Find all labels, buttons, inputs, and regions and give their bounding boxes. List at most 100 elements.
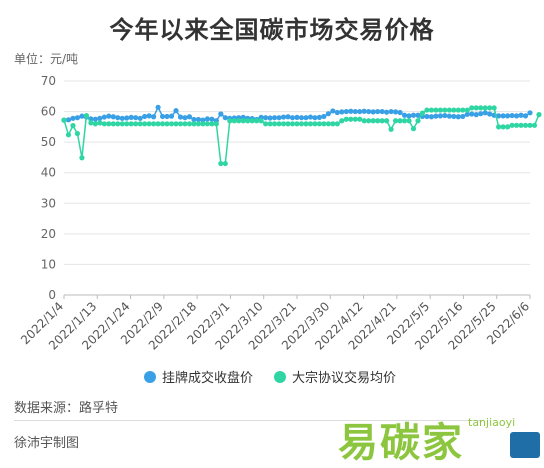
data-point	[204, 121, 210, 127]
data-point	[70, 115, 76, 121]
data-point	[321, 113, 327, 120]
data-point	[110, 121, 116, 127]
data-point	[128, 114, 134, 120]
data-point	[294, 121, 300, 127]
data-point	[388, 108, 394, 115]
data-point	[186, 121, 193, 127]
data-point	[74, 115, 81, 121]
data-point	[366, 108, 372, 115]
data-point	[339, 118, 345, 124]
data-point	[303, 115, 309, 121]
data-point	[280, 121, 287, 127]
data-point	[442, 107, 448, 113]
data-point	[464, 107, 470, 113]
data-point	[496, 113, 502, 119]
data-point	[213, 121, 219, 127]
data-point	[437, 113, 443, 119]
data-point	[428, 114, 435, 120]
data-point	[263, 121, 269, 127]
data-point	[469, 111, 475, 117]
data-point	[119, 121, 125, 127]
data-point	[397, 118, 403, 124]
data-point	[397, 109, 403, 116]
data-point	[222, 160, 228, 167]
y-tick-label: 20	[41, 227, 56, 241]
data-point	[249, 118, 255, 124]
data-point	[366, 118, 372, 124]
y-tick-label: 0	[48, 288, 56, 302]
data-point	[271, 121, 278, 127]
data-point	[531, 122, 538, 128]
data-point	[74, 130, 81, 137]
data-point	[536, 112, 542, 118]
data-point	[267, 115, 273, 121]
data-source-note: 数据来源：路孚特	[14, 401, 119, 416]
data-point	[263, 115, 269, 121]
data-point	[209, 116, 215, 122]
data-point	[352, 116, 358, 122]
watermark-badge-icon	[510, 432, 540, 458]
series-0	[61, 104, 533, 124]
data-point	[146, 121, 152, 127]
data-point	[518, 112, 524, 118]
data-point	[330, 121, 336, 127]
data-point	[209, 121, 215, 127]
data-point	[312, 115, 318, 121]
data-point	[343, 108, 349, 115]
line-chart: 0 10 20 30 40 50 60 70 2022/1/42022/1/132022/1/…	[18, 74, 542, 386]
divider	[14, 420, 484, 421]
y-tick-label: 70	[41, 74, 56, 88]
data-point	[451, 107, 457, 113]
data-point	[504, 113, 511, 119]
data-point	[424, 107, 430, 113]
data-point	[370, 118, 376, 124]
data-point	[115, 115, 121, 121]
data-point	[133, 121, 139, 127]
data-point	[137, 121, 143, 127]
data-point	[469, 105, 475, 111]
data-point	[406, 118, 412, 124]
data-point	[88, 120, 94, 126]
y-axis-unit-label: 单位：元/吨	[14, 52, 79, 66]
data-point	[312, 121, 318, 127]
data-point	[352, 108, 358, 115]
legend-marker	[274, 371, 286, 383]
data-point	[451, 113, 457, 120]
data-point	[415, 112, 421, 118]
data-point	[177, 114, 184, 120]
data-point	[482, 105, 488, 111]
data-point	[325, 121, 331, 127]
data-point	[168, 113, 175, 119]
data-point	[460, 113, 466, 120]
data-point	[61, 117, 67, 123]
data-point	[289, 115, 296, 121]
data-point	[298, 121, 305, 127]
data-point	[487, 111, 493, 117]
data-point	[65, 117, 72, 123]
data-point	[303, 121, 309, 127]
data-point	[316, 121, 323, 127]
data-point	[357, 108, 363, 115]
data-point	[375, 108, 381, 115]
data-point	[151, 121, 157, 127]
data-point	[410, 126, 417, 132]
data-point	[142, 113, 148, 120]
data-point	[527, 122, 533, 128]
data-point	[433, 107, 439, 113]
data-point	[240, 118, 246, 124]
data-point	[478, 105, 484, 111]
data-point	[496, 124, 502, 130]
data-point	[133, 115, 139, 121]
data-point	[182, 115, 188, 121]
author-credit: 徐沛宇制图	[14, 436, 80, 451]
data-point	[361, 108, 367, 114]
data-point	[325, 111, 331, 117]
data-point	[182, 121, 188, 127]
data-point	[388, 126, 394, 132]
data-point	[218, 160, 224, 167]
data-point	[334, 109, 340, 116]
data-point	[522, 122, 529, 128]
series-1	[61, 105, 542, 167]
data-point	[379, 108, 385, 115]
data-point	[478, 111, 484, 117]
